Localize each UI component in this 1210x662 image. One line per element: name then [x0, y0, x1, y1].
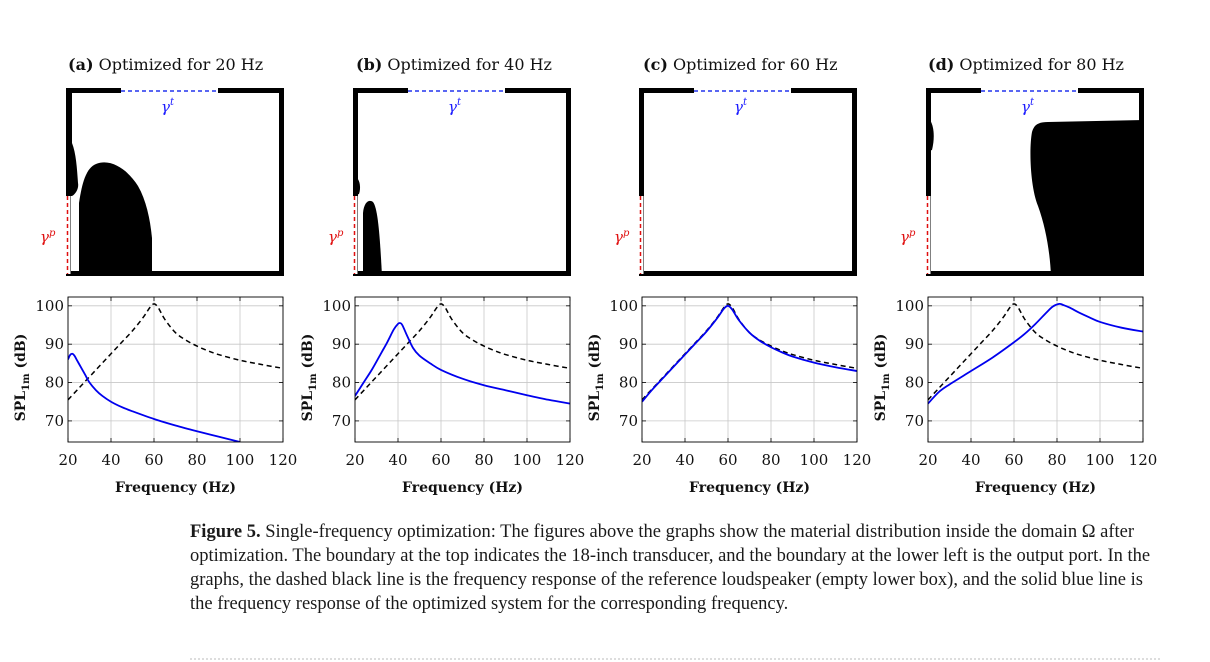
series-line-reference — [68, 303, 283, 401]
panel-label: (b) — [356, 55, 383, 74]
spl-chart-b: 20 40 60 80 100 120 70 80 90 100 Frequency (Hz) SPL… — [300, 296, 585, 496]
x-tick-label: 120 — [1129, 451, 1158, 469]
series-line-optimized — [928, 302, 1143, 405]
y-tick-label: 70 — [905, 412, 924, 430]
x-tick-label: 60 — [144, 451, 163, 469]
y-tick-label: 90 — [45, 335, 64, 353]
panel-label: (a) — [68, 55, 94, 74]
x-tick-label: 20 — [58, 451, 77, 469]
y-tick-label: 80 — [332, 374, 351, 392]
gamma-p-label: γp — [328, 228, 344, 246]
x-tick-label: 40 — [675, 451, 694, 469]
y-tick-label: 80 — [619, 374, 638, 392]
series-line-optimized — [68, 352, 241, 442]
gamma-t-label: γt — [448, 97, 462, 116]
x-tick-label: 40 — [961, 451, 980, 469]
x-tick-label: 40 — [388, 451, 407, 469]
panel-title-text: Optimized for 60 Hz — [672, 55, 838, 74]
x-tick-label: 80 — [474, 451, 493, 469]
x-tick-label: 80 — [761, 451, 780, 469]
series-line-reference — [642, 303, 857, 401]
panel-label: (c) — [643, 55, 668, 74]
x-tick-label: 20 — [345, 451, 364, 469]
x-tick-label: 60 — [718, 451, 737, 469]
spl-chart-a: 20 40 60 80 100 120 70 80 90 100 Frequency (Hz) SPL… — [13, 296, 298, 496]
y-tick-label: 70 — [332, 412, 351, 430]
x-tick-label: 40 — [101, 451, 120, 469]
x-tick-label: 120 — [269, 451, 298, 469]
series-line-reference — [355, 303, 570, 401]
y-tick-label: 100 — [322, 297, 351, 315]
y-tick-label: 80 — [905, 374, 924, 392]
caption-label: Figure 5. — [190, 522, 261, 542]
x-tick-label: 120 — [556, 451, 585, 469]
y-tick-label: 90 — [905, 335, 924, 353]
x-tick-label: 80 — [1047, 451, 1066, 469]
x-tick-label: 60 — [431, 451, 450, 469]
material-distribution-b: γt — [353, 88, 571, 276]
panel-title-a: (a) Optimized for 20 Hz — [68, 55, 263, 74]
series-line-optimized — [355, 322, 570, 405]
y-tick-label: 100 — [609, 297, 638, 315]
gamma-t-label: γt — [734, 97, 748, 116]
y-axis-label: SPL1m (dB) — [873, 334, 892, 422]
spl-chart-d: 20 40 60 80 100 120 70 80 90 100 Frequency (Hz) SPL… — [873, 296, 1158, 496]
x-tick-label: 120 — [843, 451, 872, 469]
material-distribution-d: γt — [926, 88, 1144, 276]
plot-frame — [354, 296, 571, 443]
x-axis-label: Frequency (Hz) — [975, 480, 1096, 496]
y-tick-label: 80 — [45, 374, 64, 392]
panel-title-c: (c) Optimized for 60 Hz — [643, 55, 838, 74]
gamma-p-label: γp — [40, 228, 56, 246]
x-tick-label: 60 — [1004, 451, 1023, 469]
y-tick-label: 100 — [895, 297, 924, 315]
material-distribution-c: γt — [639, 88, 857, 276]
y-axis-label: SPL1m (dB) — [587, 334, 606, 422]
x-tick-label: 100 — [800, 451, 829, 469]
plot-frame — [641, 296, 858, 443]
x-tick-label: 20 — [918, 451, 937, 469]
x-axis-label: Frequency (Hz) — [689, 480, 810, 496]
plot-frame — [927, 296, 1144, 443]
gamma-p-label: γp — [614, 228, 630, 246]
gamma-p-label: γp — [900, 228, 916, 246]
y-axis-label: SPL1m (dB) — [13, 334, 32, 422]
series-line-reference — [928, 303, 1143, 401]
gamma-t-label: γt — [1021, 97, 1035, 116]
x-axis-label: Frequency (Hz) — [115, 480, 236, 496]
panel-title-b: (b) Optimized for 40 Hz — [356, 55, 552, 74]
divider — [190, 658, 1160, 660]
y-tick-label: 70 — [619, 412, 638, 430]
caption-text: Single-frequency optimization: The figur… — [190, 522, 1151, 614]
y-tick-label: 90 — [619, 335, 638, 353]
y-tick-label: 100 — [35, 297, 64, 315]
series-line-optimized — [642, 304, 857, 403]
x-axis-label: Frequency (Hz) — [402, 480, 523, 496]
plot-frame — [67, 296, 284, 443]
x-tick-label: 100 — [513, 451, 542, 469]
x-tick-label: 100 — [1086, 451, 1115, 469]
y-axis-label: SPL1m (dB) — [300, 334, 319, 422]
x-tick-label: 100 — [226, 451, 255, 469]
y-tick-label: 90 — [332, 335, 351, 353]
figure-caption: Figure 5. Single-frequency optimization:… — [190, 520, 1170, 616]
panel-title-d: (d) Optimized for 80 Hz — [928, 55, 1124, 74]
gamma-t-label: γt — [161, 97, 175, 116]
panel-title-text: Optimized for 40 Hz — [387, 55, 552, 74]
x-tick-label: 80 — [187, 451, 206, 469]
panel-label: (d) — [928, 55, 955, 74]
spl-chart-c: 20 40 60 80 100 120 70 80 90 100 Frequency (Hz) SPL… — [587, 296, 872, 496]
panel-title-text: Optimized for 80 Hz — [959, 55, 1124, 74]
material-distribution-a: γt — [66, 88, 284, 276]
panel-title-text: Optimized for 20 Hz — [98, 55, 264, 74]
y-tick-label: 70 — [45, 412, 64, 430]
x-tick-label: 20 — [632, 451, 651, 469]
